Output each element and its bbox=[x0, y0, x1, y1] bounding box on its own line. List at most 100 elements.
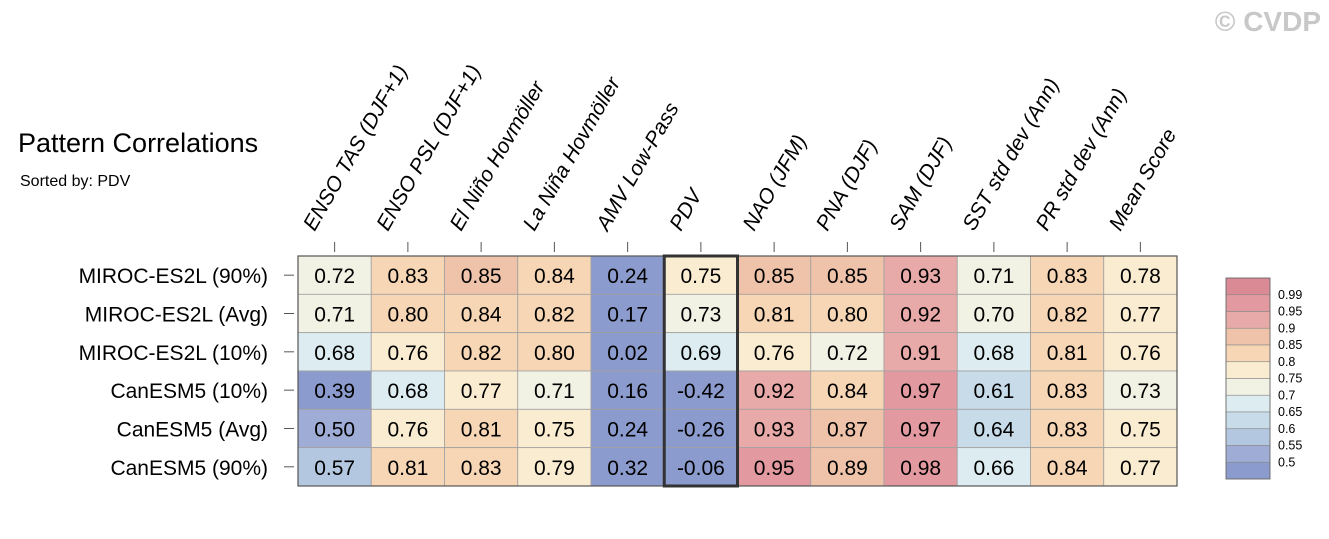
cell-value-label: 0.95 bbox=[754, 457, 795, 480]
column-label: NAO (JFM) bbox=[739, 131, 812, 234]
colorbar-swatch bbox=[1225, 361, 1271, 379]
cell-value-label: 0.76 bbox=[754, 342, 795, 365]
colorbar-label: 0.75 bbox=[1278, 372, 1302, 386]
heatmap-cell bbox=[883, 332, 958, 372]
heatmap-cell bbox=[370, 370, 445, 410]
cell-value-label: 0.64 bbox=[973, 418, 1014, 441]
cell-value-label: 0.91 bbox=[900, 342, 941, 365]
heatmap-cell bbox=[956, 370, 1031, 410]
heatmap-cell bbox=[1103, 332, 1178, 372]
row-label: MIROC-ES2L (10%) bbox=[79, 342, 268, 365]
cell-value-label: 0.98 bbox=[900, 457, 941, 480]
heatmap-cell bbox=[883, 293, 958, 334]
heatmap-cell bbox=[590, 293, 665, 334]
cell-value-label: 0.69 bbox=[680, 342, 721, 365]
cell-value-label: 0.82 bbox=[461, 342, 502, 365]
colorbar-label: 0.99 bbox=[1278, 288, 1302, 302]
cell-value-label: 0.85 bbox=[827, 265, 868, 288]
colorbar-swatch bbox=[1225, 411, 1271, 430]
cell-value-label: 0.61 bbox=[973, 380, 1014, 403]
cell-value-label: 0.32 bbox=[607, 457, 648, 480]
colorbar-swatch bbox=[1225, 344, 1271, 363]
cell-value-label: 0.82 bbox=[534, 303, 575, 326]
heatmap-cell bbox=[297, 293, 372, 334]
heatmap-cell bbox=[737, 370, 812, 410]
heatmap-cell bbox=[297, 332, 372, 372]
heatmap-cell bbox=[1030, 370, 1105, 410]
heatmap-cell bbox=[1030, 293, 1105, 334]
chart-subtitle: Sorted by: PDV bbox=[20, 173, 131, 190]
cell-value-label: 0.81 bbox=[461, 418, 502, 441]
cell-value-label: 0.89 bbox=[827, 457, 868, 480]
cell-value-label: 0.68 bbox=[314, 342, 355, 365]
cell-value-label: 0.80 bbox=[534, 342, 575, 365]
colorbar-label: 0.85 bbox=[1278, 338, 1302, 352]
cell-value-label: 0.73 bbox=[1120, 380, 1161, 403]
heatmap-cell bbox=[517, 408, 592, 449]
heatmap-cell bbox=[883, 447, 958, 487]
colorbar-label: 0.7 bbox=[1278, 388, 1295, 402]
cell-value-label: 0.93 bbox=[754, 418, 795, 441]
cell-value-label: 0.83 bbox=[1047, 265, 1088, 288]
cell-value-label: 0.76 bbox=[387, 342, 428, 365]
heatmap-cell bbox=[956, 447, 1031, 487]
cell-value-label: 0.75 bbox=[680, 265, 721, 288]
colorbar-label: 0.95 bbox=[1278, 305, 1302, 319]
column-label: PNA (DJF) bbox=[812, 136, 882, 235]
cell-value-label: 0.02 bbox=[607, 342, 648, 365]
heatmap-cell bbox=[297, 370, 372, 410]
cell-value-label: 0.72 bbox=[314, 265, 355, 288]
heatmap-cell bbox=[590, 447, 665, 487]
row-label: MIROC-ES2L (90%) bbox=[79, 265, 268, 288]
heatmap-cell bbox=[663, 370, 738, 410]
heatmap-cell bbox=[517, 332, 592, 372]
cell-value-label: 0.24 bbox=[607, 265, 648, 288]
colorbar-label: 0.9 bbox=[1278, 321, 1295, 335]
colorbar-label: 0.65 bbox=[1278, 405, 1302, 419]
heatmap-cell bbox=[663, 447, 738, 487]
cell-value-label: 0.81 bbox=[1047, 342, 1088, 365]
colorbar-frame bbox=[1225, 277, 1271, 480]
heatmap-cell bbox=[297, 447, 372, 487]
cell-value-label: 0.84 bbox=[1047, 457, 1088, 480]
column-label: PDV bbox=[665, 184, 708, 235]
cell-value-label: -0.42 bbox=[677, 380, 725, 403]
cell-value-label: 0.92 bbox=[754, 380, 795, 403]
cell-value-label: 0.75 bbox=[1120, 418, 1161, 441]
cell-value-label: 0.16 bbox=[607, 380, 648, 403]
cell-value-label: 0.93 bbox=[900, 265, 941, 288]
heatmap-cell bbox=[590, 408, 665, 449]
heatmap-cell bbox=[810, 408, 885, 449]
cell-value-label: 0.68 bbox=[973, 342, 1014, 365]
heatmap-cell bbox=[663, 293, 738, 334]
colorbar-swatch bbox=[1225, 277, 1271, 296]
cell-value-label: 0.82 bbox=[1047, 303, 1088, 326]
cell-value-label: 0.83 bbox=[461, 457, 502, 480]
cell-value-label: 0.83 bbox=[1047, 418, 1088, 441]
cell-value-label: 0.97 bbox=[900, 418, 941, 441]
heatmap-cell bbox=[370, 255, 445, 295]
cell-value-label: 0.71 bbox=[973, 265, 1014, 288]
cell-value-label: 0.77 bbox=[461, 380, 502, 403]
cell-value-label: 0.80 bbox=[827, 303, 868, 326]
heatmap-cell bbox=[663, 408, 738, 449]
cell-value-label: 0.85 bbox=[754, 265, 795, 288]
cell-value-label: 0.17 bbox=[607, 303, 648, 326]
colorbar-swatch bbox=[1225, 327, 1271, 346]
chart-title: Pattern Correlations bbox=[18, 128, 259, 158]
heatmap-cell bbox=[663, 332, 738, 372]
row-label: CanESM5 (Avg) bbox=[117, 418, 268, 441]
cell-value-label: -0.06 bbox=[677, 457, 725, 480]
cell-value-label: 0.81 bbox=[754, 303, 795, 326]
heatmap-cell bbox=[956, 332, 1031, 372]
watermark: © CVDP bbox=[1214, 6, 1321, 37]
highlighted-column-box bbox=[662, 254, 739, 488]
heatmap-cell bbox=[444, 370, 519, 410]
cell-value-label: 0.70 bbox=[973, 303, 1014, 326]
cell-value-label: 0.84 bbox=[534, 265, 575, 288]
colorbar-label: 0.5 bbox=[1278, 455, 1295, 469]
heatmap-cell bbox=[1030, 408, 1105, 449]
heatmap-cell bbox=[370, 447, 445, 487]
colorbar-swatch bbox=[1225, 394, 1271, 413]
column-label: Mean Score bbox=[1105, 125, 1182, 235]
